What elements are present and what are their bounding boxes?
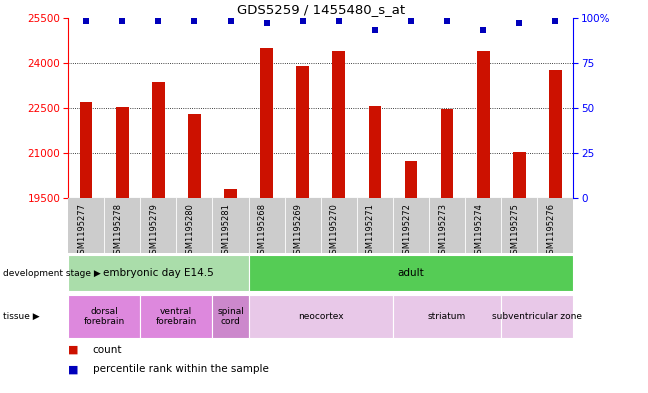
Bar xyxy=(441,109,454,198)
Bar xyxy=(477,51,489,198)
Text: percentile rank within the sample: percentile rank within the sample xyxy=(93,364,268,375)
Bar xyxy=(140,295,213,338)
Title: GDS5259 / 1455480_s_at: GDS5259 / 1455480_s_at xyxy=(237,4,405,17)
Point xyxy=(297,18,308,24)
Bar xyxy=(513,152,526,198)
Text: GSM1195276: GSM1195276 xyxy=(546,203,555,259)
Text: GSM1195278: GSM1195278 xyxy=(113,203,122,259)
Text: GSM1195271: GSM1195271 xyxy=(366,203,375,259)
Point xyxy=(370,27,380,33)
Point xyxy=(406,18,416,24)
Text: neocortex: neocortex xyxy=(298,312,343,321)
Bar xyxy=(116,107,128,198)
Text: ■: ■ xyxy=(68,364,78,375)
Bar xyxy=(224,189,237,198)
Point xyxy=(442,18,452,24)
Text: count: count xyxy=(93,345,122,355)
Bar xyxy=(213,295,249,338)
Bar xyxy=(549,70,562,198)
Bar xyxy=(393,295,502,338)
Point xyxy=(478,27,489,33)
Bar xyxy=(152,83,165,198)
Point xyxy=(550,18,561,24)
Text: ventral
forebrain: ventral forebrain xyxy=(156,307,197,326)
Bar xyxy=(68,295,140,338)
Text: adult: adult xyxy=(398,268,424,278)
Bar xyxy=(332,51,345,198)
Text: GSM1195270: GSM1195270 xyxy=(330,203,339,259)
Text: GSM1195275: GSM1195275 xyxy=(511,203,519,259)
Bar xyxy=(296,66,309,198)
Text: GSM1195268: GSM1195268 xyxy=(258,203,266,259)
Point xyxy=(261,20,272,26)
Text: GSM1195277: GSM1195277 xyxy=(77,203,86,259)
Point xyxy=(81,18,91,24)
Text: GSM1195274: GSM1195274 xyxy=(474,203,483,259)
Text: development stage ▶: development stage ▶ xyxy=(3,269,101,277)
Text: GSM1195279: GSM1195279 xyxy=(149,203,158,259)
Point xyxy=(226,18,236,24)
Text: striatum: striatum xyxy=(428,312,467,321)
Text: GSM1195281: GSM1195281 xyxy=(222,203,231,259)
Text: GSM1195273: GSM1195273 xyxy=(438,203,447,259)
Bar xyxy=(68,255,249,291)
Bar xyxy=(249,255,573,291)
Bar xyxy=(405,161,417,198)
Text: GSM1195272: GSM1195272 xyxy=(402,203,411,259)
Point xyxy=(514,20,524,26)
Text: dorsal
forebrain: dorsal forebrain xyxy=(84,307,125,326)
Text: tissue ▶: tissue ▶ xyxy=(3,312,40,321)
Text: GSM1195269: GSM1195269 xyxy=(294,203,303,259)
Bar xyxy=(260,48,273,198)
Text: subventricular zone: subventricular zone xyxy=(492,312,583,321)
Point xyxy=(189,18,200,24)
Bar xyxy=(502,295,573,338)
Text: spinal
cord: spinal cord xyxy=(217,307,244,326)
Bar xyxy=(188,114,201,198)
Bar xyxy=(80,102,93,198)
Text: ■: ■ xyxy=(68,345,78,355)
Point xyxy=(153,18,163,24)
Point xyxy=(117,18,128,24)
Bar xyxy=(249,295,393,338)
Bar xyxy=(369,106,381,198)
Text: embryonic day E14.5: embryonic day E14.5 xyxy=(103,268,214,278)
Text: GSM1195280: GSM1195280 xyxy=(185,203,194,259)
Point xyxy=(334,18,344,24)
